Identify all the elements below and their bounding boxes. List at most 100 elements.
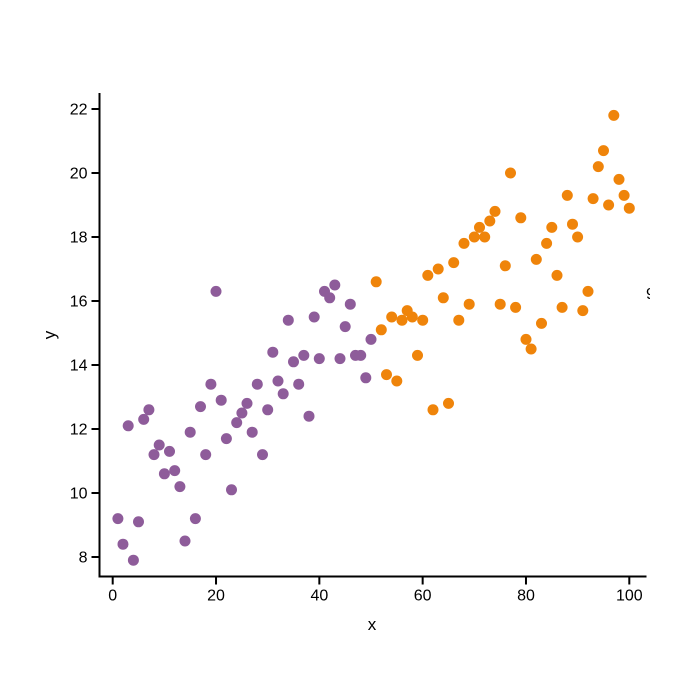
data-point-purple — [200, 449, 212, 461]
data-point-orange — [499, 260, 511, 272]
data-point-orange — [484, 215, 496, 227]
data-point-orange — [412, 349, 423, 361]
data-point-purple — [164, 445, 175, 457]
x-tick-label: 20 — [207, 588, 225, 605]
data-point-purple — [308, 311, 320, 323]
data-point-purple — [133, 516, 144, 528]
data-point-purple — [205, 378, 217, 390]
data-point-purple — [272, 375, 284, 387]
data-point-orange — [406, 311, 418, 323]
data-point-purple — [127, 554, 139, 566]
data-point-orange — [458, 237, 470, 249]
data-point-purple — [324, 292, 336, 304]
data-point-purple — [158, 468, 170, 480]
x-tick-label: 0 — [108, 588, 117, 605]
data-point-purple — [226, 484, 237, 496]
data-point-purple — [169, 465, 181, 477]
data-point-purple — [117, 538, 129, 550]
y-tick-label: 12 — [70, 422, 88, 439]
y-tick-label: 14 — [70, 358, 88, 375]
data-point-orange — [623, 202, 635, 214]
data-point-purple — [344, 298, 356, 310]
data-point-orange — [582, 285, 594, 297]
data-point-orange — [479, 231, 491, 243]
data-point-orange — [510, 301, 522, 313]
data-point-purple — [189, 513, 201, 525]
data-point-orange — [515, 212, 527, 224]
data-point-orange — [551, 269, 563, 281]
data-point-purple — [179, 535, 191, 547]
data-point-purple — [122, 420, 134, 432]
data-point-orange — [489, 205, 501, 217]
data-point-purple — [267, 346, 279, 358]
data-point-orange — [572, 231, 584, 243]
data-point-purple — [251, 378, 263, 390]
data-point-orange — [567, 218, 578, 230]
data-point-purple — [360, 372, 372, 384]
data-point-orange — [587, 193, 599, 205]
data-point-purple — [112, 513, 124, 525]
data-point-orange — [541, 237, 553, 249]
data-point-purple — [303, 410, 315, 422]
y-tick-label: 20 — [70, 166, 88, 183]
data-point-orange — [598, 145, 609, 157]
data-point-orange — [530, 253, 542, 265]
data-point-orange — [608, 109, 620, 121]
data-point-purple — [277, 388, 289, 400]
data-point-orange — [375, 324, 387, 336]
data-point-orange — [396, 314, 408, 326]
y-tick-label: 10 — [70, 486, 88, 503]
data-point-purple — [195, 401, 206, 413]
data-point-orange — [391, 375, 403, 387]
x-tick-label: 80 — [517, 588, 535, 605]
data-point-orange — [577, 305, 589, 317]
data-point-purple — [220, 433, 232, 445]
data-point-orange — [463, 298, 475, 310]
data-point-orange — [427, 404, 439, 416]
data-point-purple — [215, 394, 227, 406]
data-point-orange — [494, 298, 506, 310]
data-point-orange — [556, 301, 568, 313]
data-point-orange — [546, 221, 558, 233]
data-point-purple — [288, 356, 299, 368]
data-point-purple — [365, 333, 377, 345]
data-point-purple — [257, 449, 268, 461]
data-point-orange — [437, 292, 449, 304]
data-point-orange — [468, 231, 480, 243]
data-point-purple — [298, 349, 310, 361]
data-point-purple — [246, 426, 258, 438]
x-tick-label: 100 — [616, 588, 643, 605]
data-point-purple — [282, 314, 294, 326]
data-point-purple — [339, 321, 351, 333]
data-point-purple — [293, 378, 305, 390]
data-point-purple — [231, 417, 243, 429]
data-point-orange — [505, 167, 516, 179]
x-tick-label: 40 — [310, 588, 328, 605]
data-point-purple — [148, 449, 160, 461]
data-point-purple — [313, 353, 325, 365]
y-tick-label: 8 — [79, 550, 88, 567]
data-point-purple — [138, 413, 150, 425]
data-point-purple — [329, 279, 341, 291]
data-point-purple — [174, 481, 186, 493]
data-point-orange — [520, 333, 532, 345]
data-point-orange — [603, 199, 615, 211]
data-point-orange — [386, 311, 398, 323]
y-tick-label: 22 — [70, 102, 88, 119]
data-point-purple — [153, 439, 165, 451]
x-tick-label: 60 — [414, 588, 432, 605]
data-point-orange — [448, 257, 460, 269]
data-point-purple — [262, 404, 274, 416]
data-point-orange — [525, 343, 537, 355]
data-point-orange — [381, 369, 392, 381]
data-point-purple — [241, 397, 253, 409]
data-point-orange — [432, 263, 444, 275]
clipped-right-edge-text: 9 — [646, 287, 650, 303]
data-point-orange — [618, 189, 630, 201]
data-point-purple — [355, 349, 367, 361]
data-point-orange — [453, 314, 465, 326]
data-point-purple — [210, 285, 222, 297]
data-point-orange — [536, 317, 547, 329]
data-point-purple — [236, 407, 248, 419]
